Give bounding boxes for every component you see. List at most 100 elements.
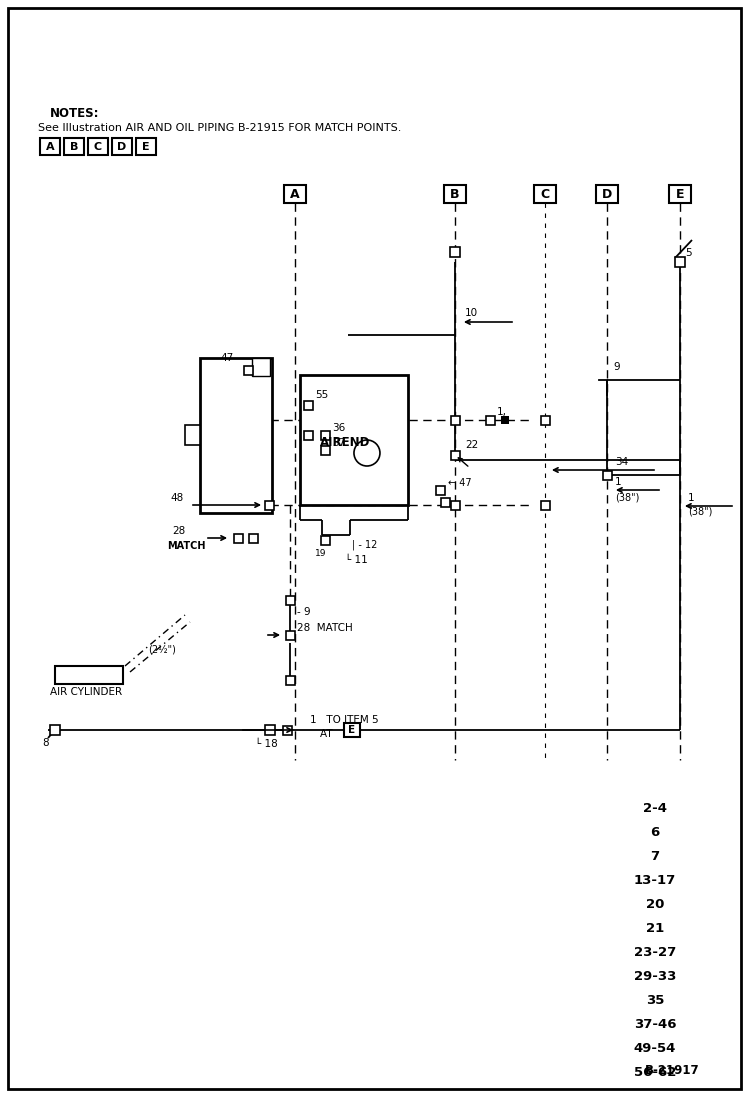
Bar bbox=[303, 430, 312, 440]
Bar bbox=[185, 425, 200, 445]
Bar bbox=[321, 445, 330, 454]
Bar bbox=[435, 486, 444, 495]
Text: 20: 20 bbox=[646, 897, 664, 911]
Text: C: C bbox=[94, 142, 102, 151]
Bar bbox=[200, 358, 272, 513]
Bar bbox=[541, 500, 550, 509]
Text: 6: 6 bbox=[650, 826, 660, 838]
Text: E: E bbox=[142, 142, 150, 151]
Text: D: D bbox=[118, 142, 127, 151]
Text: NOTES:: NOTES: bbox=[50, 108, 100, 120]
Bar bbox=[675, 257, 685, 267]
Text: AIR CYLINDER: AIR CYLINDER bbox=[50, 687, 122, 697]
Text: 37: 37 bbox=[332, 438, 345, 448]
Text: 28: 28 bbox=[172, 525, 185, 536]
Text: 1: 1 bbox=[615, 477, 622, 487]
Text: 49-54: 49-54 bbox=[634, 1041, 676, 1054]
Text: 55: 55 bbox=[315, 391, 328, 400]
Bar bbox=[252, 358, 270, 376]
Text: 36: 36 bbox=[332, 423, 345, 433]
Text: 35: 35 bbox=[646, 994, 664, 1007]
Text: 7: 7 bbox=[650, 849, 660, 862]
Bar bbox=[321, 535, 330, 544]
Text: 1,: 1, bbox=[497, 407, 507, 417]
Bar bbox=[285, 596, 294, 604]
Bar bbox=[450, 247, 460, 257]
Bar bbox=[303, 400, 312, 409]
Text: 13-17: 13-17 bbox=[634, 873, 676, 886]
Text: 28  MATCH: 28 MATCH bbox=[297, 623, 353, 633]
Bar bbox=[321, 430, 330, 440]
Bar bbox=[344, 723, 360, 737]
Text: E: E bbox=[676, 188, 685, 201]
Bar bbox=[440, 498, 449, 507]
Text: 21: 21 bbox=[646, 921, 664, 935]
Bar bbox=[282, 725, 291, 735]
Text: 47: 47 bbox=[220, 353, 233, 363]
Text: ← 47: ← 47 bbox=[448, 478, 472, 488]
Text: 10: 10 bbox=[465, 308, 478, 318]
Text: AIREND: AIREND bbox=[320, 437, 371, 449]
Bar bbox=[285, 676, 294, 685]
Text: B-21917: B-21917 bbox=[646, 1063, 700, 1076]
Text: See Illustration AIR AND OIL PIPING B-21915 FOR MATCH POINTS.: See Illustration AIR AND OIL PIPING B-21… bbox=[38, 123, 401, 133]
Bar bbox=[450, 500, 459, 509]
Text: 1   TO ITEM 5: 1 TO ITEM 5 bbox=[310, 715, 379, 725]
Bar bbox=[534, 185, 556, 203]
Text: | - 12: | - 12 bbox=[352, 540, 377, 551]
Text: B: B bbox=[450, 188, 460, 201]
Bar bbox=[55, 666, 123, 685]
Text: (38"): (38") bbox=[688, 507, 712, 517]
Bar bbox=[596, 185, 618, 203]
Text: MATCH: MATCH bbox=[167, 541, 205, 551]
Text: A: A bbox=[290, 188, 300, 201]
Text: 22: 22 bbox=[465, 440, 479, 450]
Text: └ 11: └ 11 bbox=[345, 555, 368, 565]
Bar bbox=[284, 185, 306, 203]
Circle shape bbox=[354, 440, 380, 466]
Text: B: B bbox=[70, 142, 78, 151]
Bar bbox=[136, 138, 156, 155]
Text: 9: 9 bbox=[613, 362, 619, 372]
Bar bbox=[444, 185, 466, 203]
Text: (38"): (38") bbox=[615, 493, 640, 504]
Bar bbox=[64, 138, 84, 155]
Text: A: A bbox=[46, 142, 55, 151]
Bar bbox=[485, 416, 494, 425]
Text: AT: AT bbox=[320, 730, 336, 739]
Text: 37-46: 37-46 bbox=[634, 1018, 676, 1030]
Text: 34: 34 bbox=[615, 457, 628, 467]
Text: E: E bbox=[348, 725, 356, 735]
Text: 23-27: 23-27 bbox=[634, 946, 676, 959]
Bar bbox=[50, 725, 60, 735]
Bar bbox=[40, 138, 60, 155]
Text: 2-4: 2-4 bbox=[643, 802, 667, 814]
Bar bbox=[249, 533, 258, 543]
Text: 1: 1 bbox=[688, 493, 694, 504]
Text: D: D bbox=[602, 188, 612, 201]
Bar bbox=[265, 725, 275, 735]
Bar bbox=[541, 416, 550, 425]
Bar bbox=[450, 416, 459, 425]
Text: 48: 48 bbox=[170, 493, 184, 504]
Bar bbox=[234, 533, 243, 543]
Text: 56-62: 56-62 bbox=[634, 1065, 676, 1078]
Text: 29-33: 29-33 bbox=[634, 970, 676, 983]
Bar bbox=[669, 185, 691, 203]
Bar bbox=[112, 138, 132, 155]
Bar bbox=[285, 631, 294, 640]
Bar bbox=[88, 138, 108, 155]
Bar bbox=[264, 500, 273, 509]
Text: └ 18: └ 18 bbox=[255, 739, 278, 749]
Text: 19: 19 bbox=[315, 548, 327, 557]
Text: (2½"): (2½") bbox=[148, 645, 176, 655]
Text: 8: 8 bbox=[42, 738, 49, 748]
Bar bbox=[602, 471, 611, 479]
Text: 5: 5 bbox=[685, 248, 691, 258]
Text: C: C bbox=[541, 188, 550, 201]
Bar bbox=[243, 365, 252, 374]
Text: - 9: - 9 bbox=[297, 607, 311, 617]
Bar bbox=[450, 451, 459, 460]
Bar bbox=[300, 375, 408, 505]
Bar bbox=[501, 416, 509, 425]
